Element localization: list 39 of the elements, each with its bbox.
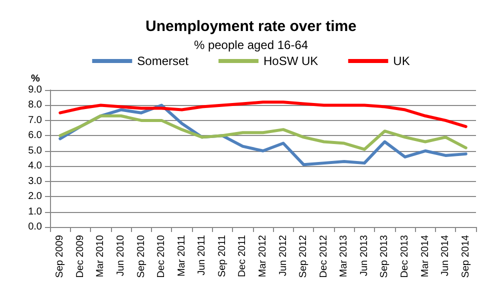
x-tick-label: Sep 2014 (460, 234, 472, 278)
x-tick-label: Mar 2014 (420, 234, 431, 278)
x-tick-label: Jun 2011 (196, 234, 208, 276)
y-tick-label: 7.0 (28, 114, 42, 126)
x-tick-label: Dec 2010 (156, 234, 168, 278)
x-tick-label: Sep 2009 (54, 234, 66, 278)
y-tick-label: 0.0 (28, 222, 42, 232)
x-tick-label: Dec 2013 (400, 234, 410, 278)
y-tick-label: 8.0 (28, 100, 42, 111)
y-tick-label: 4.0 (28, 160, 42, 172)
legend-label: Somerset (137, 54, 190, 68)
line-series (58, 114, 468, 151)
x-tick-label: Dec 2009 (74, 234, 86, 278)
legend-label: UK (393, 54, 410, 68)
chart-subtitle: % people aged 16-64 (194, 38, 308, 52)
y-tick-label: 1.0 (28, 206, 42, 218)
x-tick-label: Mar 2011 (176, 234, 188, 277)
y-tick-label: 2.0 (28, 191, 42, 202)
line-series (58, 100, 468, 128)
x-tick-label: Jun 2013 (358, 234, 370, 276)
y-tick-label: 6.0 (28, 130, 42, 142)
x-tick-label: Dec 2011 (237, 234, 248, 278)
y-tick-label: 3.0 (28, 176, 42, 187)
x-tick-label: Sep 2013 (379, 234, 390, 278)
y-tick-label: 9.0 (28, 84, 42, 96)
x-tick-label: Mar 2012 (258, 234, 268, 278)
x-tick-label: Mar 2013 (338, 234, 350, 278)
x-tick-label: Sep 2011 (216, 234, 228, 278)
x-tick-label: Dec 2012 (318, 234, 330, 278)
y-axis-title: % (31, 74, 40, 84)
x-tick-label: Sep 2010 (136, 234, 147, 278)
legend-label: HoSW UK (264, 54, 318, 68)
chart-title: Unemployment rate over time (146, 18, 356, 35)
x-tick-label: Sep 2012 (298, 234, 310, 278)
x-tick-label: Mar 2010 (95, 234, 106, 278)
x-tick-label: Jun 2014 (440, 234, 452, 276)
x-tick-label: Jun 2010 (116, 234, 126, 276)
y-tick-label: 5.0 (28, 145, 42, 156)
x-tick-label: Jun 2012 (278, 234, 289, 276)
